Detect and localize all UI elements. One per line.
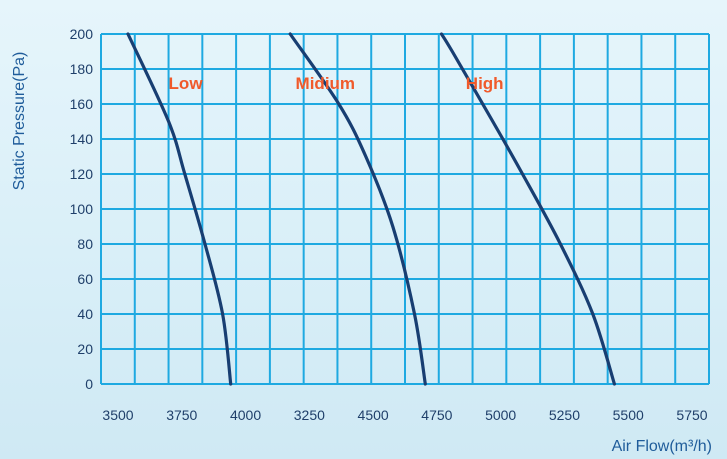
y-axis-title: Static Pressure(Pa) bbox=[11, 52, 28, 191]
y-tick-label: 40 bbox=[77, 306, 93, 322]
annotation-midium: Midium bbox=[296, 74, 356, 93]
x-tick-label: 5250 bbox=[549, 407, 580, 423]
x-tick-label: 5000 bbox=[485, 407, 516, 423]
x-tick-label: 5500 bbox=[613, 407, 644, 423]
curve-midium bbox=[288, 32, 427, 386]
curves bbox=[126, 32, 616, 386]
annotation-low: Low bbox=[169, 74, 204, 93]
x-tick-label: 4000 bbox=[230, 407, 261, 423]
x-tick-label: 3500 bbox=[102, 407, 133, 423]
y-tick-label: 80 bbox=[77, 236, 93, 252]
y-tick-label: 20 bbox=[77, 341, 93, 357]
x-tick-label: 3750 bbox=[166, 407, 197, 423]
x-tick-label: 5750 bbox=[676, 407, 707, 423]
x-axis-title: Air Flow(m³/h) bbox=[612, 438, 712, 455]
annotation-high: High bbox=[466, 74, 504, 93]
annotations: Low Midium High bbox=[169, 74, 504, 93]
curve-high bbox=[439, 32, 616, 386]
y-axis-ticks: 0 20 40 60 80 100 120 140 160 180 200 bbox=[70, 26, 94, 392]
x-tick-label: 4500 bbox=[358, 407, 389, 423]
y-tick-label: 100 bbox=[70, 201, 94, 217]
curve-low bbox=[126, 32, 233, 386]
x-tick-label: 3250 bbox=[294, 407, 325, 423]
y-tick-label: 200 bbox=[70, 26, 94, 42]
x-axis-ticks: 3500 3750 4000 3250 4500 4750 5000 5250 5500 5750 bbox=[102, 407, 707, 423]
y-tick-label: 180 bbox=[70, 61, 94, 77]
y-tick-label: 120 bbox=[70, 166, 94, 182]
y-tick-label: 60 bbox=[77, 271, 93, 287]
y-tick-label: 140 bbox=[70, 131, 94, 147]
y-tick-label: 160 bbox=[70, 96, 94, 112]
y-tick-label: 0 bbox=[85, 376, 93, 392]
x-tick-label: 4750 bbox=[421, 407, 452, 423]
